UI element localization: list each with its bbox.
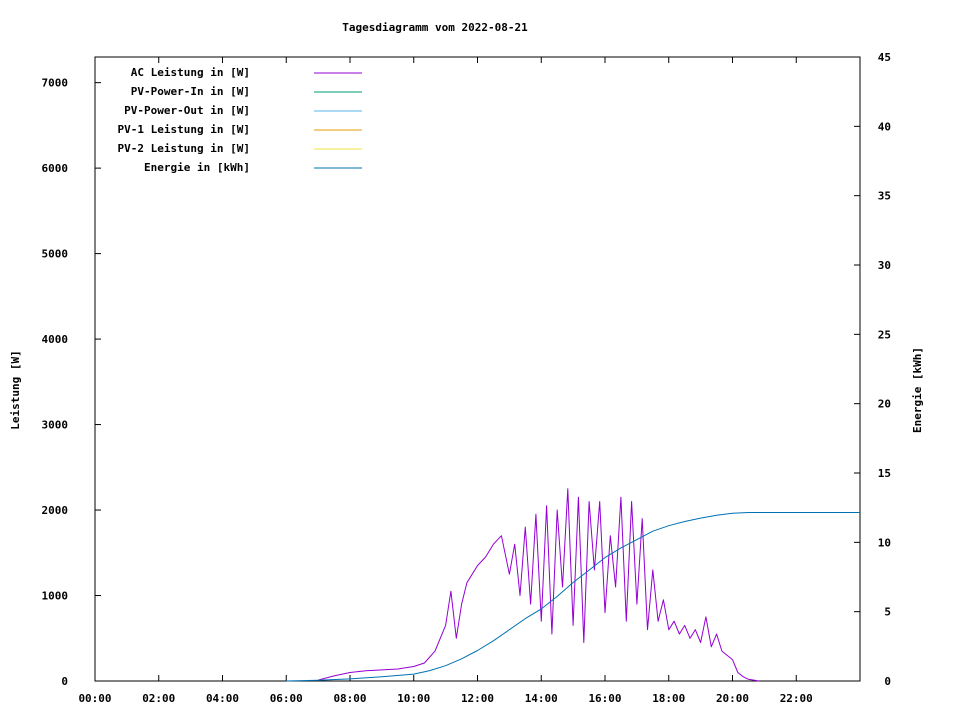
legend-label: PV-Power-Out in [W] <box>124 104 250 117</box>
y-tick-label: 3000 <box>42 419 69 432</box>
axes: 00:00 02:00 04:00 06:00 08:00 10:00 12:00 14:00… <box>42 51 892 705</box>
y-tick-label: 7000 <box>42 77 69 90</box>
x-tick-label: 06:00 <box>270 692 303 705</box>
y2-tick-label: 35 <box>878 190 891 203</box>
x-tick-label: 02:00 <box>142 692 175 705</box>
y2-tick-label: 30 <box>878 259 891 272</box>
y2-axis-label: Energie [kWh] <box>911 347 924 433</box>
x-tick-label: 18:00 <box>652 692 685 705</box>
y2-tick-label: 45 <box>878 51 891 64</box>
chart-title: Tagesdiagramm vom 2022-08-21 <box>342 21 528 34</box>
x-tick-label: 10:00 <box>397 692 430 705</box>
y2-tick-label: 10 <box>878 536 891 549</box>
x-tick-label: 16:00 <box>588 692 621 705</box>
y-tick-label: 5000 <box>42 248 69 261</box>
x-tick-label: 00:00 <box>78 692 111 705</box>
legend-label: PV-1 Leistung in [W] <box>118 123 250 136</box>
legend-label: PV-Power-In in [W] <box>131 85 250 98</box>
legend-label: Energie in [kWh] <box>144 161 250 174</box>
y-tick-label: 0 <box>61 675 68 688</box>
x-tick-label: 12:00 <box>461 692 494 705</box>
series-line-5 <box>286 512 860 682</box>
series-layer <box>286 488 860 682</box>
y-tick-label: 2000 <box>42 504 69 517</box>
x-tick-label: 08:00 <box>333 692 366 705</box>
y2-tick-label: 0 <box>884 675 891 688</box>
y2-tick-label: 5 <box>884 606 891 619</box>
legend-label: PV-2 Leistung in [W] <box>118 142 250 155</box>
y-tick-label: 1000 <box>42 590 69 603</box>
x-tick-label: 22:00 <box>780 692 813 705</box>
y-axis-label: Leistung [W] <box>9 350 22 429</box>
x-tick-label: 04:00 <box>206 692 239 705</box>
y-tick-label: 6000 <box>42 162 69 175</box>
y2-tick-label: 15 <box>878 467 891 480</box>
series-line-0 <box>317 488 760 682</box>
legend-label: AC Leistung in [W] <box>131 66 250 79</box>
y-tick-label: 4000 <box>42 333 69 346</box>
y2-tick-label: 25 <box>878 328 891 341</box>
x-tick-label: 20:00 <box>716 692 749 705</box>
y2-tick-label: 40 <box>878 120 891 133</box>
x-tick-label: 14:00 <box>525 692 558 705</box>
y2-tick-label: 20 <box>878 398 891 411</box>
legend: AC Leistung in [W] PV-Power-In in [W] PV-P… <box>118 66 362 174</box>
